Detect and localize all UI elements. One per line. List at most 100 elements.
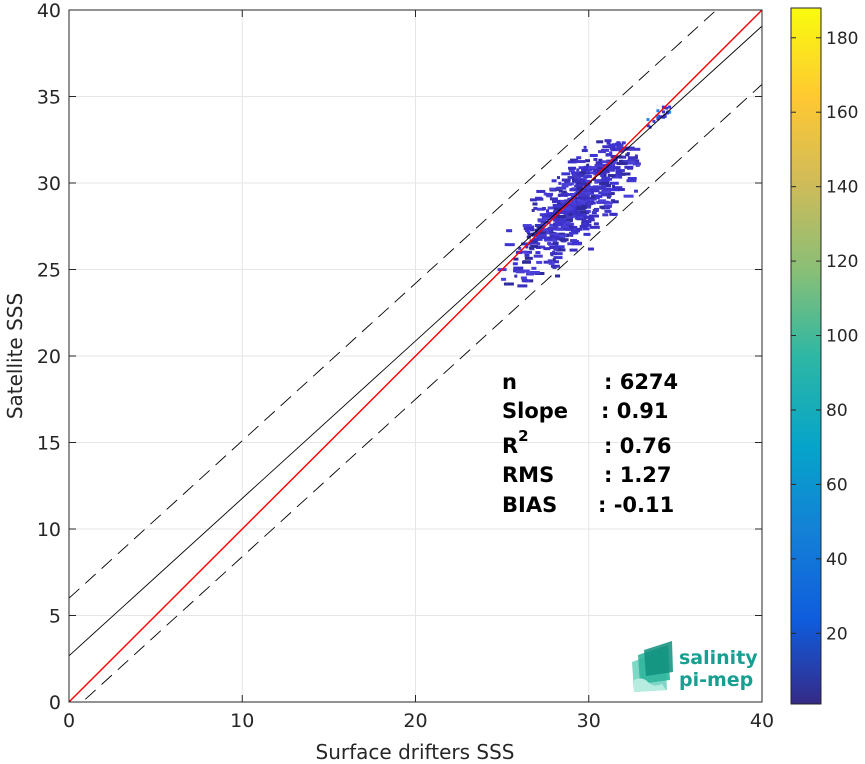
density-cell — [604, 209, 612, 213]
density-cell — [549, 234, 555, 238]
x-axis-ticks: 0 10 20 30 40 — [63, 10, 774, 732]
density-cell — [526, 229, 530, 233]
density-cell — [515, 270, 525, 274]
density-cell — [632, 162, 641, 166]
x-tick-label: 40 — [750, 710, 774, 732]
density-cell — [607, 174, 616, 178]
density-cell — [579, 224, 588, 228]
density-cell — [546, 236, 553, 240]
y-tick-label: 10 — [37, 519, 61, 541]
density-cell — [557, 204, 565, 208]
density-cell — [610, 200, 619, 204]
density-cell — [609, 181, 619, 185]
density-cell — [606, 195, 611, 199]
density-cell — [555, 204, 559, 208]
density-cell — [565, 219, 573, 223]
density-cell — [539, 213, 545, 217]
density-cell — [598, 150, 607, 154]
density-cell — [568, 225, 578, 229]
density-cell — [588, 166, 598, 170]
density-cell — [610, 188, 621, 192]
density-cell — [568, 231, 574, 235]
density-cell — [598, 164, 608, 168]
density-cell — [544, 231, 552, 235]
density-cell — [576, 217, 587, 221]
density-cell — [555, 245, 565, 249]
y-tick-label: 20 — [37, 346, 61, 368]
density-cell — [592, 197, 597, 201]
stat-label: BIAS — [502, 493, 557, 517]
stat-label: R2 — [502, 427, 529, 458]
density-cell — [566, 222, 573, 226]
density-cell — [665, 111, 669, 115]
density-cell — [596, 194, 603, 198]
density-cell — [563, 213, 569, 217]
density-cell — [646, 118, 650, 122]
colorbar-tick-label: 160 — [826, 103, 858, 123]
density-cell — [549, 245, 558, 249]
density-cell — [568, 215, 575, 219]
density-cell — [615, 170, 623, 174]
density-cell — [602, 187, 612, 191]
density-cell — [514, 274, 518, 278]
colorbar-tick-label: 180 — [826, 29, 858, 49]
density-cell — [661, 105, 665, 109]
density-cell — [580, 196, 588, 200]
density-cell — [564, 180, 571, 184]
density-cell — [526, 235, 531, 239]
density-cell — [627, 156, 638, 160]
density-cell — [567, 175, 573, 179]
density-cell — [620, 159, 629, 163]
density-cell — [549, 223, 557, 227]
density-cell — [602, 170, 610, 174]
density-cell — [553, 207, 560, 211]
density-cell — [550, 212, 557, 216]
y-tick-label: 30 — [37, 173, 61, 195]
density-cell — [549, 237, 556, 241]
density-cell — [539, 245, 546, 249]
density-cell — [570, 239, 578, 243]
density-cell — [570, 233, 574, 237]
density-cell — [662, 110, 666, 114]
density-cell — [594, 163, 602, 167]
density-cell — [556, 176, 560, 180]
stat-value: : 1.27 — [604, 463, 672, 487]
colorbar-tick-label: 100 — [826, 327, 858, 347]
density-cell — [575, 227, 583, 231]
x-tick-label: 0 — [63, 710, 75, 732]
density-cell — [521, 279, 528, 283]
density-cell — [533, 254, 543, 258]
density-cell — [513, 266, 524, 270]
density-cell — [561, 203, 568, 207]
density-cell — [606, 141, 611, 145]
density-cell — [602, 145, 611, 149]
density-cell — [620, 143, 624, 147]
density-cell — [543, 192, 547, 196]
logo: salinity pi-mep — [632, 641, 758, 692]
density-cell — [550, 252, 558, 256]
density-cell — [582, 171, 591, 175]
density-cell — [576, 206, 587, 210]
density-cell — [591, 211, 597, 215]
density-cell — [575, 183, 585, 187]
density-cell — [545, 192, 554, 196]
density-cell — [595, 179, 602, 183]
density-cell — [571, 173, 580, 177]
density-cell — [553, 222, 557, 226]
density-cell — [585, 174, 592, 178]
density-cell — [529, 270, 540, 274]
density-cell — [537, 229, 542, 233]
y-tick-label: 40 — [37, 0, 61, 22]
colorbar-tick-label: 80 — [826, 401, 848, 421]
colorbar-tick-label: 40 — [826, 550, 848, 570]
density-cell — [583, 232, 591, 236]
density-cell — [656, 117, 660, 121]
density-cell — [583, 222, 588, 226]
density-cell — [576, 168, 580, 172]
density-cell — [549, 197, 558, 201]
density-cell — [588, 214, 599, 218]
density-cell — [605, 166, 615, 170]
density-cell — [546, 209, 550, 213]
density-cell — [594, 180, 599, 184]
density-cell — [576, 212, 583, 216]
